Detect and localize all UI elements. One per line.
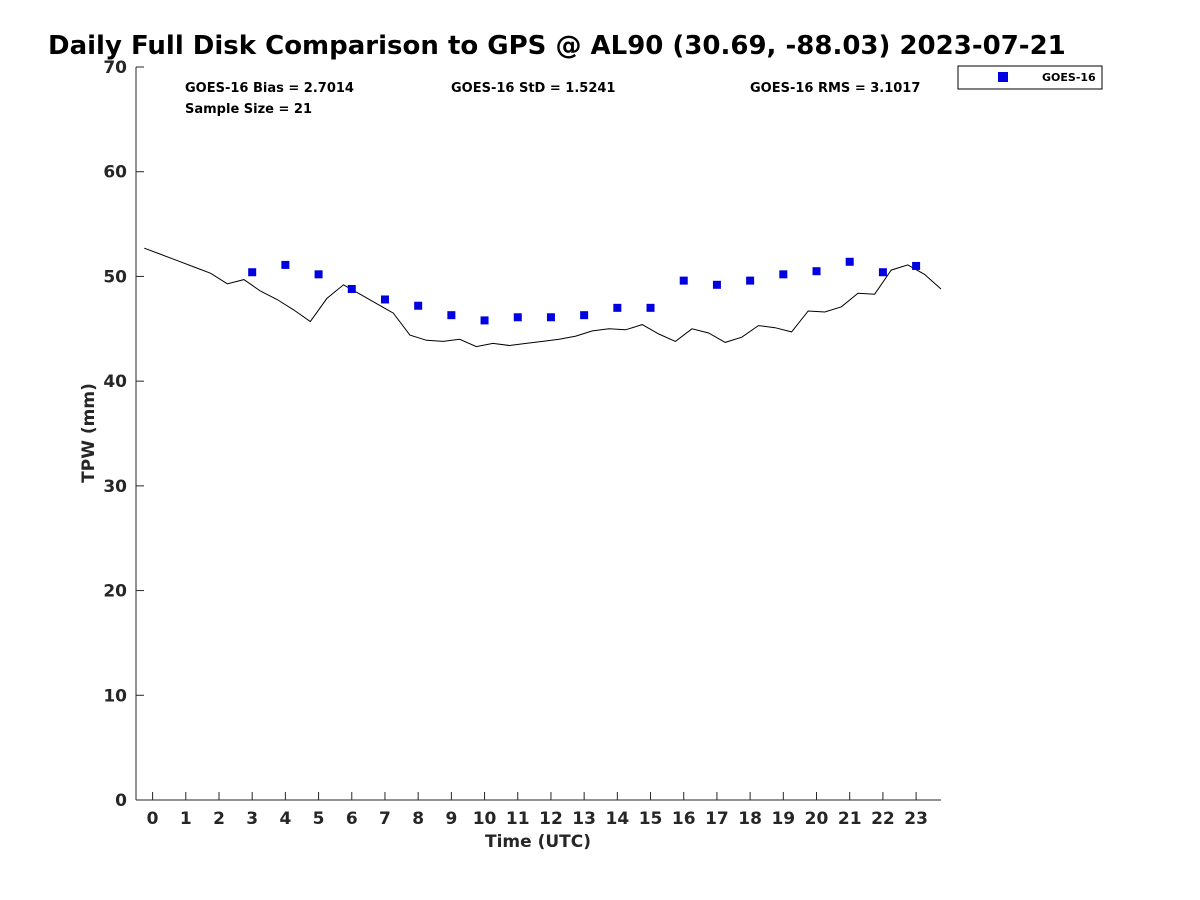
legend-box — [957, 65, 1103, 90]
x-tick-label: 23 — [904, 809, 928, 829]
goes16-point — [347, 284, 356, 293]
x-tick-label: 0 — [147, 809, 159, 829]
x-tick-label: 22 — [871, 809, 895, 829]
x-tick-label: 12 — [539, 809, 563, 829]
x-tick-label: 19 — [771, 809, 795, 829]
x-tick-label: 21 — [838, 809, 862, 829]
y-tick-label: 10 — [103, 686, 127, 706]
goes16-point — [878, 268, 887, 277]
x-tick-label: 17 — [705, 809, 729, 829]
goes16-point — [679, 276, 688, 285]
x-ticks: 0 1 2 3 4 5 6 7 8 9 10 11 12 13 14 15 16 17 18 19 20 21 22 23 — [147, 792, 928, 829]
y-tick-label: 50 — [103, 267, 127, 287]
goes16-point — [845, 257, 854, 266]
y-tick-label: 60 — [103, 163, 127, 183]
goes16-point — [480, 316, 489, 325]
goes16-point — [613, 303, 622, 312]
x-tick-label: 7 — [379, 809, 391, 829]
gps-tpw-line — [144, 247, 942, 348]
y-ticks: 0 10 20 30 40 50 60 70 — [103, 58, 144, 811]
goes16-point — [746, 276, 755, 285]
chart-title: Daily Full Disk Comparison to GPS @ AL90… — [48, 31, 1066, 61]
x-tick-label: 8 — [412, 809, 424, 829]
std-stat: GOES-16 StD = 1.5241 — [451, 81, 615, 96]
series-line — [144, 247, 942, 348]
goes16-point — [281, 260, 290, 269]
y-tick-label: 20 — [103, 582, 127, 602]
x-tick-label: 10 — [473, 809, 497, 829]
goes16-point — [546, 313, 555, 322]
x-tick-label: 15 — [639, 809, 663, 829]
legend-label: GOES-16 — [1042, 71, 1096, 84]
y-tick-label: 70 — [103, 58, 127, 78]
series-points — [248, 257, 921, 325]
x-tick-label: 13 — [572, 809, 596, 829]
sample-size-stat: Sample Size = 21 — [185, 102, 312, 117]
y-tick-label: 30 — [103, 477, 127, 497]
goes16-point — [646, 303, 655, 312]
rms-stat: GOES-16 RMS = 3.1017 — [750, 81, 920, 96]
y-tick-label: 40 — [103, 372, 127, 392]
x-tick-label: 3 — [246, 809, 258, 829]
y-axis-label: TPW (mm) — [79, 383, 99, 483]
goes16-point — [248, 268, 257, 277]
x-tick-label: 1 — [180, 809, 192, 829]
goes16-point — [513, 313, 522, 322]
x-tick-label: 11 — [506, 809, 530, 829]
legend-marker — [998, 72, 1008, 82]
goes16-point — [580, 311, 589, 320]
goes16-point — [314, 270, 323, 279]
x-tick-label: 16 — [672, 809, 696, 829]
goes16-point — [380, 295, 389, 304]
goes16-point — [779, 270, 788, 279]
y-tick-label: 0 — [115, 791, 127, 811]
x-tick-label: 4 — [279, 809, 291, 829]
goes16-point — [447, 311, 456, 320]
goes16-point — [812, 267, 821, 276]
x-tick-label: 9 — [445, 809, 457, 829]
goes16-point — [712, 280, 721, 289]
x-tick-label: 18 — [738, 809, 762, 829]
x-tick-label: 5 — [313, 809, 325, 829]
bias-stat: GOES-16 Bias = 2.7014 — [185, 81, 354, 96]
goes16-point — [912, 261, 921, 270]
x-tick-label: 2 — [213, 809, 225, 829]
x-tick-label: 6 — [346, 809, 358, 829]
legend: GOES-16 — [957, 65, 1103, 90]
x-tick-label: 20 — [805, 809, 829, 829]
goes16-point — [414, 301, 423, 310]
x-tick-label: 14 — [606, 809, 630, 829]
x-axis-label: Time (UTC) — [485, 832, 591, 852]
